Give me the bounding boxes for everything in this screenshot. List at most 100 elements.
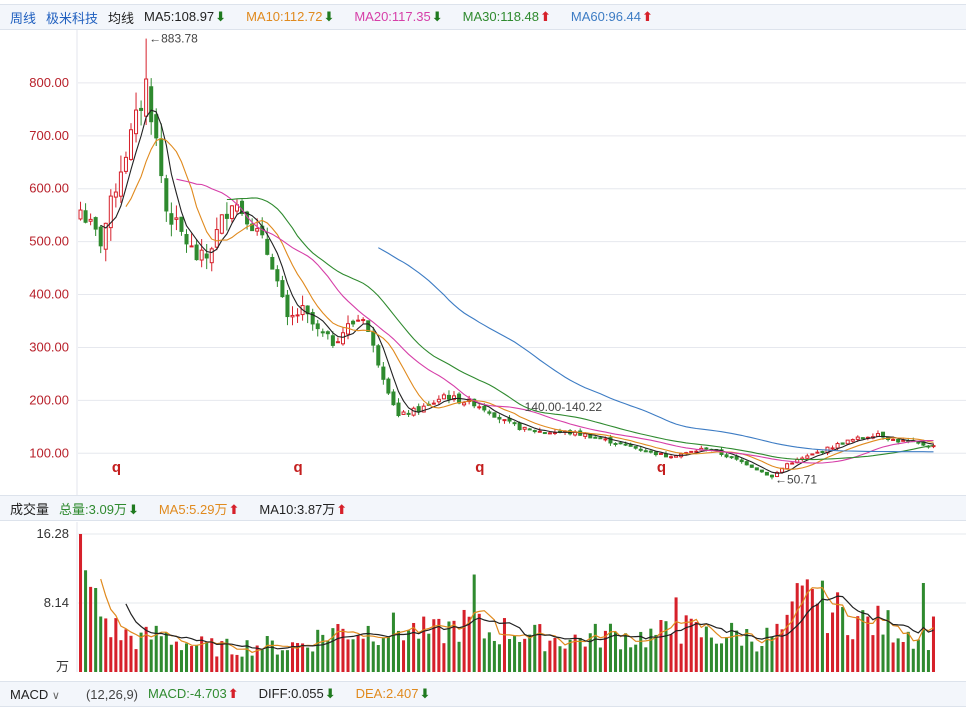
volume-bar (679, 643, 683, 672)
volume-bar (856, 616, 860, 672)
candlestick (759, 469, 764, 473)
volume-chart[interactable]: 16.28 8.14 万 (0, 522, 966, 680)
price-tick-label: 600.00 (29, 181, 69, 196)
candle-body (144, 78, 149, 117)
candle-body (371, 331, 376, 346)
volume-bar (795, 583, 799, 672)
price-chart[interactable]: 800.00 700.00 600.00 500.00 400.00 300.00 200.… (0, 30, 966, 495)
volume-bar (129, 635, 133, 672)
candle-body (669, 456, 674, 459)
ma60-legend: MA60:96.44⬆ (571, 9, 663, 25)
candle-body (265, 238, 270, 255)
volume-bar (815, 603, 819, 672)
candlestick (850, 438, 855, 443)
volume-bar (926, 650, 930, 672)
candle-body (446, 394, 451, 400)
candlestick (174, 205, 179, 231)
volume-bar (280, 650, 284, 672)
candle-body (497, 416, 502, 420)
candlestick (573, 429, 578, 437)
volume-tick-label: 16.28 (36, 526, 69, 541)
period-label[interactable]: 周线 (10, 10, 37, 26)
ma30-legend: MA30:118.48⬆ (463, 9, 561, 25)
candle-body (658, 452, 663, 455)
range-annotation: 140.00-140.22 (525, 400, 603, 414)
candlestick (184, 229, 189, 253)
volume-bar (104, 618, 108, 672)
candle-body (83, 210, 88, 223)
candle-body (896, 438, 901, 443)
candle-body (477, 406, 482, 409)
volume-bar (119, 640, 123, 672)
candle-body (901, 439, 906, 442)
candle-body (815, 451, 820, 454)
candlestick (144, 38, 149, 125)
candle-body (315, 323, 320, 330)
down-arrow-icon: ⬇ (323, 9, 335, 24)
volume-bar (467, 616, 471, 672)
volume-ma10: MA10:3.87万⬆ (259, 499, 357, 518)
volume-bar (735, 630, 739, 672)
q-marker[interactable]: q (657, 459, 666, 476)
volume-bar (901, 641, 905, 672)
candle-body (361, 319, 366, 322)
candlestick (93, 216, 98, 237)
candlestick (512, 421, 517, 427)
candlestick (441, 392, 446, 400)
volume-bar (629, 647, 633, 672)
candlestick (391, 389, 396, 406)
candle-body (603, 438, 608, 441)
volume-bar (619, 649, 623, 672)
volume-bar (184, 643, 189, 672)
candle-body (583, 433, 588, 437)
candle-body (386, 378, 391, 394)
volume-bar (356, 635, 360, 672)
macd-selector[interactable]: MACD ∨ (10, 687, 70, 702)
volume-bar (437, 618, 441, 672)
volume-bar (740, 645, 744, 672)
candlestick (436, 395, 441, 405)
candle-body (396, 402, 401, 417)
q-marker[interactable]: q (475, 459, 484, 476)
volume-bar (205, 641, 209, 672)
volume-bar (326, 640, 330, 672)
candlestick (764, 471, 769, 476)
volume-title: 成交量 (10, 501, 50, 517)
candlestick (886, 436, 891, 442)
candlestick (638, 446, 643, 452)
candle-body (174, 217, 179, 220)
volume-bar (371, 641, 375, 672)
volume-bar (896, 638, 900, 672)
candlestick (593, 436, 598, 439)
volume-bar (94, 587, 98, 672)
candlestick (295, 308, 300, 323)
candle-body (391, 391, 396, 406)
ma-label[interactable]: 均线 (108, 10, 135, 26)
volume-bar (427, 633, 431, 672)
candle-body (381, 366, 386, 380)
candle-body (88, 218, 93, 222)
candle-body (482, 405, 487, 411)
candle-body (512, 422, 517, 425)
candle-body (628, 444, 633, 447)
price-tick-label: 400.00 (29, 287, 69, 302)
candle-body (598, 437, 603, 440)
candle-body (214, 229, 219, 248)
candle-body (527, 428, 532, 431)
candle-body (103, 222, 108, 250)
candle-body (123, 156, 128, 172)
q-marker[interactable]: q (294, 459, 303, 476)
volume-bar (164, 632, 168, 672)
candlestick (669, 455, 674, 459)
volume-bar (351, 639, 355, 672)
candle-body (875, 433, 880, 437)
volume-bar (694, 622, 698, 672)
volume-bar (457, 641, 461, 672)
volume-bar (154, 625, 158, 672)
volume-bar (235, 654, 239, 672)
q-marker[interactable]: q (112, 459, 121, 476)
volume-bar (230, 654, 234, 672)
candlestick (421, 403, 426, 413)
volume-bar (270, 640, 274, 672)
volume-bar (719, 643, 724, 672)
